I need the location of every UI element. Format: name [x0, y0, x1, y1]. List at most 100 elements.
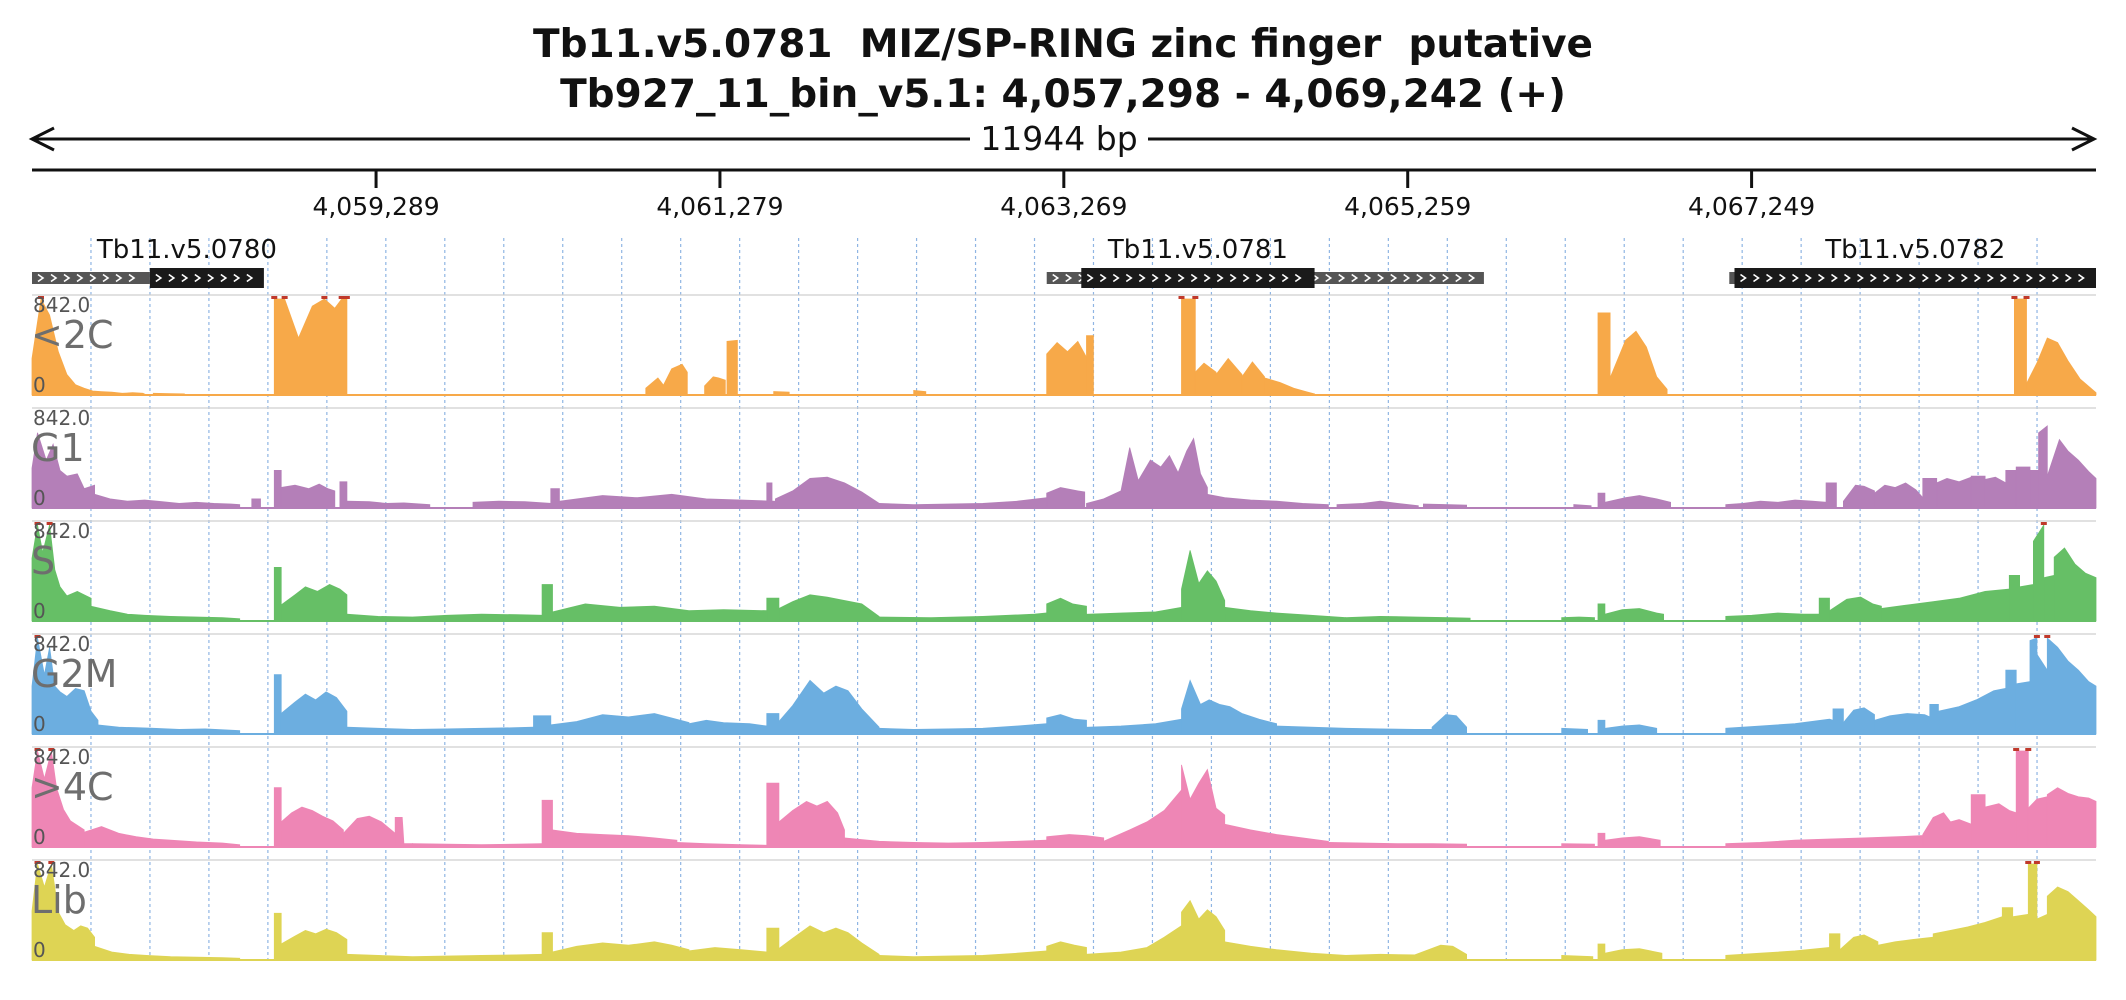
- coverage-track[interactable]: 842.0 0 G1: [31, 406, 2097, 510]
- axis-tick-label: 4,059,289: [312, 192, 439, 221]
- coverage-segment: [346, 500, 431, 509]
- coverage-segment: [2038, 425, 2048, 509]
- coverage-segment: [1604, 608, 1664, 622]
- strand-chevron-icon: [1818, 273, 1825, 283]
- coverage-segment: [1829, 596, 1882, 622]
- y-min-label: 0: [33, 712, 46, 736]
- coverage-segment: [343, 815, 396, 848]
- coverage-track[interactable]: 842.0 0 >4C: [31, 745, 2097, 849]
- coverage-segment: [2001, 907, 2014, 961]
- coverage-segment: [662, 363, 688, 396]
- strand-chevron-icon: [1740, 273, 1747, 283]
- coverage-segment: [1609, 330, 1668, 396]
- clipping-marker: [2023, 296, 2030, 299]
- track-name: >4C: [31, 765, 114, 809]
- coverage-segment: [1832, 708, 1844, 735]
- coverage-track[interactable]: 842.0 0 <2C: [31, 293, 2097, 397]
- axis-tick-label: 4,065,259: [1344, 192, 1471, 221]
- coverage-segment: [1181, 550, 1226, 622]
- clipping-marker: [1192, 296, 1199, 299]
- coverage-track[interactable]: 842.0 0 G2M: [31, 632, 2097, 736]
- strand-chevron-icon: [2052, 273, 2059, 283]
- coverage-segment: [280, 928, 348, 961]
- strand-chevron-icon: [1870, 273, 1877, 283]
- coverage-segment: [2012, 913, 2029, 961]
- coverage-segment: [766, 927, 780, 961]
- clipping-marker: [48, 861, 55, 864]
- coverage-segment: [766, 597, 780, 622]
- coverage-segment: [1604, 948, 1663, 961]
- coverage-segment: [1970, 794, 1986, 848]
- coverage-segment: [31, 432, 95, 509]
- coverage-segment: [878, 723, 1048, 735]
- gene-models[interactable]: Tb11.v5.0780 Tb11.v5.0781 Tb11.v5.0782: [32, 235, 2096, 288]
- coverage-segment: [1597, 492, 1606, 509]
- coverage-segment: [1877, 936, 1934, 961]
- coverage-segment: [1597, 603, 1606, 622]
- strand-chevron-icon: [1844, 273, 1851, 283]
- coverage-segment: [1725, 499, 1827, 509]
- strand-chevron-icon: [2078, 273, 2085, 283]
- clipping-marker: [1178, 296, 1185, 299]
- strand-chevron-icon: [1468, 273, 1476, 283]
- track-name: G1: [31, 426, 85, 470]
- strand-chevron-icon: [1442, 273, 1450, 283]
- coverage-segment: [31, 637, 99, 735]
- clipping-marker: [34, 748, 41, 751]
- strand-chevron-icon: [76, 273, 84, 283]
- strand-chevron-icon: [1805, 273, 1812, 283]
- coverage-segment: [280, 806, 344, 848]
- strand-chevron-icon: [1429, 273, 1437, 283]
- coverage-track[interactable]: 842.0 0 S: [31, 519, 2097, 623]
- clipping-marker: [2033, 861, 2040, 864]
- strand-chevron-icon: [1325, 273, 1333, 283]
- gene-label: Tb11.v5.0781: [1107, 235, 1288, 265]
- strand-chevron-icon: [1125, 273, 1133, 283]
- clipping-marker: [2044, 635, 2051, 638]
- track-name: <2C: [31, 313, 114, 357]
- coverage-segment: [1938, 687, 2007, 735]
- coverage-segment: [2027, 796, 2048, 848]
- coverage-segment: [552, 941, 690, 961]
- strand-chevron-icon: [1766, 273, 1773, 283]
- coverage-segment: [280, 483, 336, 509]
- coverage-segment: [1345, 944, 1467, 961]
- clipping-marker: [34, 635, 41, 638]
- coverage-segment: [1264, 377, 1315, 396]
- coverage-track[interactable]: 842.0 0 Lib: [31, 858, 2097, 962]
- strand-chevron-icon: [1255, 273, 1263, 283]
- coverage-segment: [552, 603, 768, 622]
- coverage-segment: [339, 481, 348, 509]
- strand-chevron-icon: [1052, 273, 1060, 283]
- clipping-marker: [34, 861, 41, 864]
- coverage-segment: [1874, 713, 1931, 735]
- coverage-segment: [1046, 714, 1087, 735]
- coverage-segment: [2053, 547, 2097, 622]
- coverage-segment: [1829, 933, 1841, 961]
- axis-tick-label: 4,067,249: [1688, 192, 1815, 221]
- axis-tick-label: 4,061,279: [656, 192, 783, 221]
- strand-chevron-icon: [1364, 273, 1372, 283]
- coverage-segment: [1086, 437, 1208, 509]
- clipping-marker: [2033, 635, 2040, 638]
- strand-chevron-icon: [1883, 273, 1890, 283]
- coverage-segment: [2027, 863, 2038, 961]
- strand-chevron-icon: [1138, 273, 1146, 283]
- track-name: G2M: [31, 652, 117, 696]
- coverage-segment: [1086, 718, 1182, 735]
- coverage-segment: [704, 376, 726, 396]
- coverage-segment: [1597, 312, 1611, 396]
- y-max-label: 842.0: [33, 406, 90, 430]
- coverage-segment: [1224, 941, 1347, 961]
- strand-chevron-icon: [2013, 273, 2020, 283]
- coverage-segment: [766, 713, 780, 735]
- strand-chevron-icon: [233, 273, 241, 283]
- coverage-segment: [1936, 476, 1972, 509]
- y-min-label: 0: [33, 599, 46, 623]
- coverage-segment: [273, 298, 348, 396]
- coverage-segment: [94, 945, 241, 961]
- strand-chevron-icon: [1151, 273, 1159, 283]
- coverage-segment: [1086, 925, 1182, 961]
